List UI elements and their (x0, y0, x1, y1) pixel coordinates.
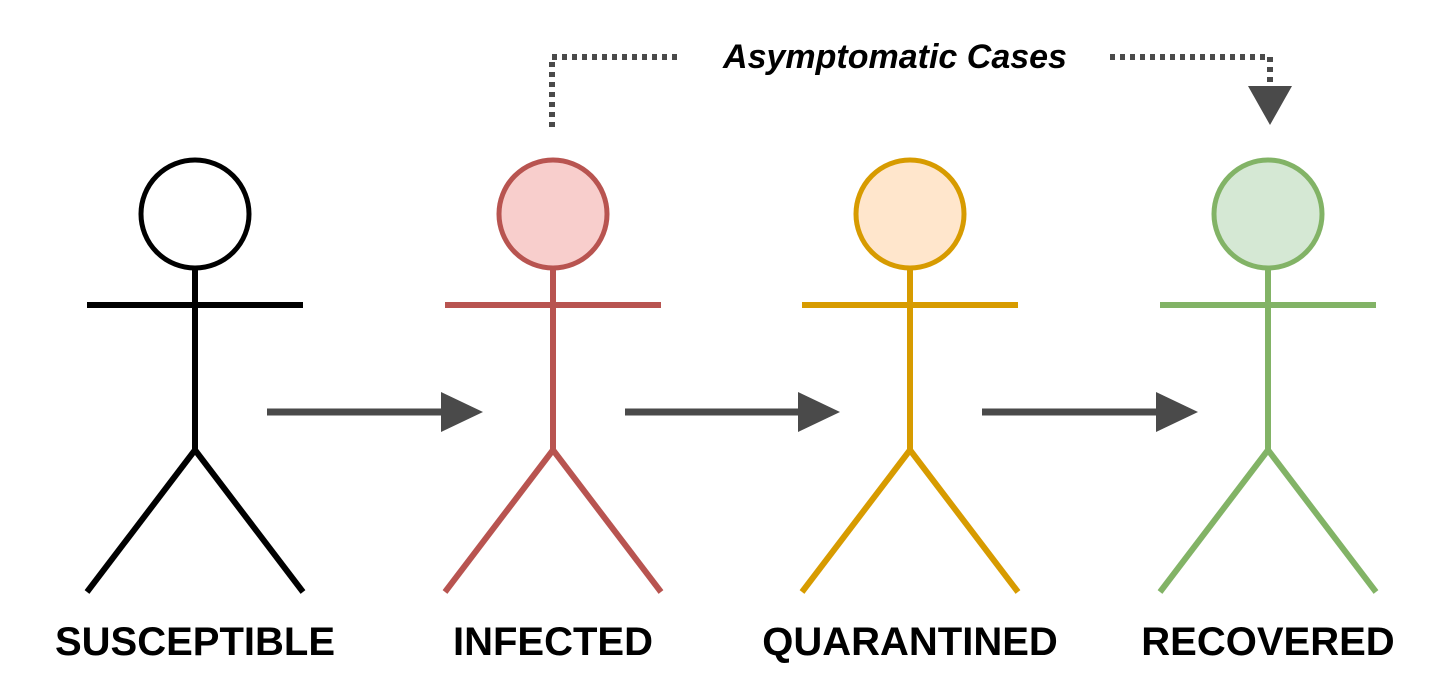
label-quarantined: QUARANTINED (762, 620, 1058, 664)
figure-recovered-head (1211, 157, 1325, 271)
figure-susceptible-head (138, 157, 252, 271)
arrow-infected-to-quarantined (625, 392, 840, 432)
asymptomatic-path: Asymptomatic Cases (549, 38, 1292, 127)
arrow-susceptible-to-infected (267, 392, 483, 432)
figure-susceptible (84, 157, 306, 594)
figure-quarantined (799, 157, 1021, 594)
label-infected: INFECTED (453, 620, 653, 664)
arrow-quarantined-to-recovered (982, 392, 1198, 432)
figure-recovered (1157, 157, 1379, 594)
asymptomatic-dotted-line (549, 54, 1273, 127)
figure-quarantined-head (853, 157, 967, 271)
figure-infected (442, 157, 664, 594)
asymptomatic-label: Asymptomatic Cases (722, 38, 1067, 76)
asymptomatic-arrowhead (1248, 86, 1292, 125)
label-recovered: RECOVERED (1141, 620, 1394, 664)
label-susceptible: SUSCEPTIBLE (55, 620, 335, 664)
figure-infected-head (496, 157, 610, 271)
